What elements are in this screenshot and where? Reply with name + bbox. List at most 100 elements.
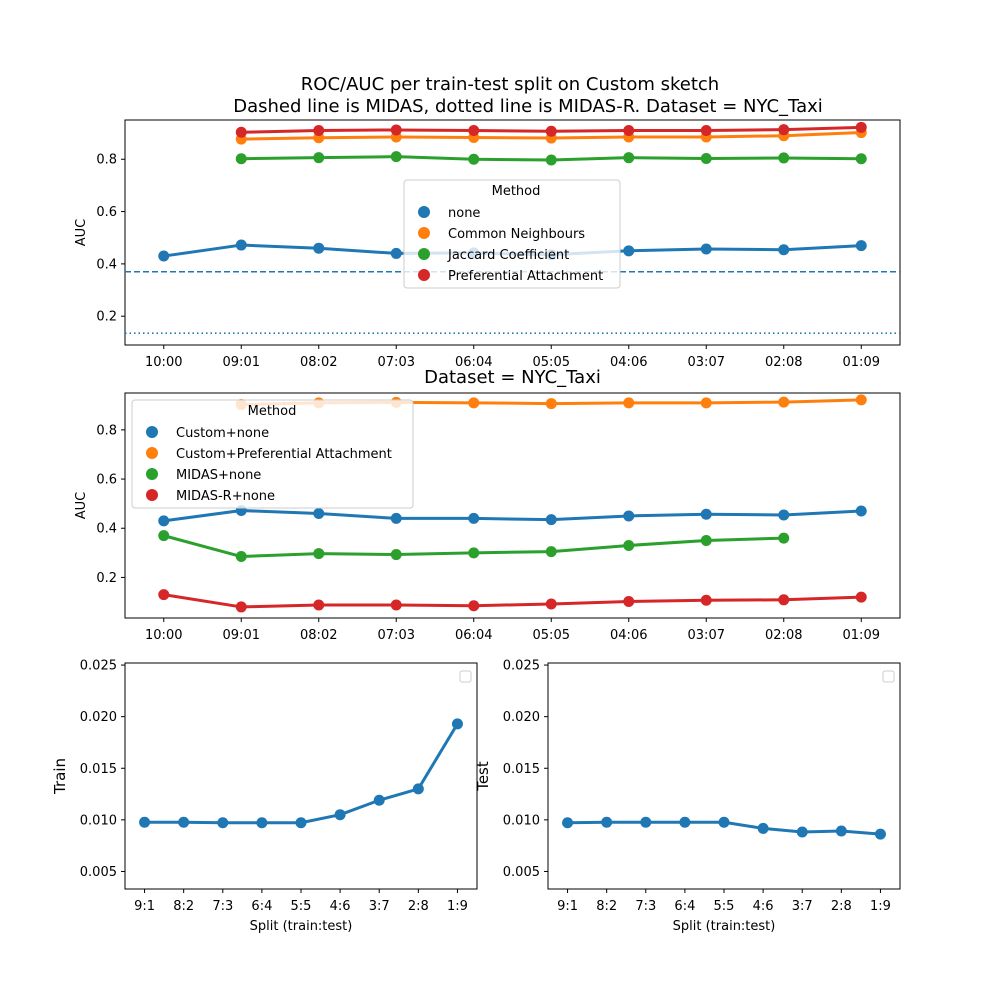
axes-frame xyxy=(124,119,901,346)
y-tick-label: 0.020 xyxy=(503,710,540,725)
legend-label: none xyxy=(448,206,480,221)
data-point xyxy=(796,826,808,838)
data-point xyxy=(700,152,712,164)
x-tick-label: 01:09 xyxy=(843,628,880,643)
y-tick-label: 0.6 xyxy=(96,473,117,488)
legend-label: Custom+Preferential Attachment xyxy=(176,447,392,462)
x-tick-label: 06:04 xyxy=(455,355,492,370)
data-point xyxy=(158,589,170,601)
data-point xyxy=(256,817,268,829)
axes-frame xyxy=(124,392,901,619)
y-tick-label: 0.015 xyxy=(80,762,117,777)
data-point xyxy=(158,250,170,262)
y-axis-label: Train xyxy=(51,758,69,795)
data-point xyxy=(562,817,574,829)
x-tick-label: 08:02 xyxy=(300,355,337,370)
series-line xyxy=(163,509,862,523)
x-tick-label: 03:07 xyxy=(688,628,725,643)
x-tick-label: 6:4 xyxy=(674,899,695,914)
chart-panel-3: 0.005 0.010 0.015 0.020 0.025 9:1 8:2 7:3 6:4 5:5… xyxy=(51,659,478,934)
legend-marker xyxy=(418,248,430,260)
x-tick-label: 8:2 xyxy=(596,899,617,914)
data-point xyxy=(778,152,790,164)
data-point xyxy=(390,247,402,259)
x-tick-label: 7:3 xyxy=(212,899,233,914)
data-point xyxy=(468,547,480,559)
legend-marker xyxy=(146,468,158,480)
legend-marker xyxy=(418,269,430,281)
data-point xyxy=(700,508,712,520)
y-tick-label: 0.005 xyxy=(503,865,540,880)
legend-marker xyxy=(146,426,158,438)
y-tick-label: 0.4 xyxy=(96,522,117,537)
x-tick-label: 05:05 xyxy=(533,628,570,643)
legend-label: Jaccard Coefficient xyxy=(447,248,569,263)
legend-label: Preferential Attachment xyxy=(448,269,603,284)
data-point xyxy=(390,512,402,524)
data-point xyxy=(313,152,325,164)
data-point xyxy=(700,535,712,547)
chart-panel-2: Dataset = NYC_Taxi 0.2 0.4 0.6 0.8 10:00 09:01… xyxy=(74,367,901,643)
x-axis-label: Split (train:test) xyxy=(250,919,353,934)
data-point xyxy=(451,718,463,730)
data-point xyxy=(679,816,691,828)
data-point xyxy=(235,153,247,165)
x-tick-label: 2:8 xyxy=(408,899,429,914)
data-point xyxy=(412,783,424,795)
x-tick-label: 5:5 xyxy=(714,899,735,914)
data-point xyxy=(757,822,769,834)
x-tick-label: 3:7 xyxy=(369,899,390,914)
data-point xyxy=(623,124,635,136)
legend: Method Custom+none Custom+Preferential Att… xyxy=(131,399,414,509)
x-tick-label: 07:03 xyxy=(378,628,415,643)
data-point xyxy=(235,126,247,138)
x-tick-label: 7:3 xyxy=(635,899,656,914)
legend-marker xyxy=(146,447,158,459)
y-tick-label: 0.010 xyxy=(503,813,540,828)
data-point xyxy=(373,794,385,806)
data-point xyxy=(855,394,867,406)
chart-panel-4: 0.005 0.010 0.015 0.020 0.025 9:1 8:2 7:3 6:4 5:5… xyxy=(474,659,901,934)
x-tick-label: 3:7 xyxy=(792,899,813,914)
y-tick-label: 0.025 xyxy=(503,659,540,674)
data-point xyxy=(778,124,790,136)
data-point xyxy=(700,397,712,409)
data-point xyxy=(545,598,557,610)
data-point xyxy=(700,124,712,136)
x-tick-label: 8:2 xyxy=(173,899,194,914)
empty-legend-box xyxy=(459,670,472,683)
data-point xyxy=(158,515,170,527)
y-tick-label: 0.2 xyxy=(96,310,117,325)
data-point xyxy=(235,239,247,251)
y-tick-label: 0.010 xyxy=(80,813,117,828)
data-point xyxy=(601,816,613,828)
data-point xyxy=(545,154,557,166)
x-tick-label: 08:02 xyxy=(300,628,337,643)
y-tick-label: 0.2 xyxy=(96,571,117,586)
x-tick-label: 5:5 xyxy=(291,899,312,914)
data-point xyxy=(468,153,480,165)
data-point xyxy=(778,532,790,544)
data-point xyxy=(545,398,557,410)
data-point xyxy=(623,152,635,164)
legend-marker xyxy=(146,489,158,501)
data-point xyxy=(468,512,480,524)
data-point xyxy=(217,817,229,829)
legend-label: MIDAS+none xyxy=(176,468,261,483)
data-point xyxy=(623,539,635,551)
x-tick-label: 9:1 xyxy=(134,899,155,914)
data-point xyxy=(623,596,635,608)
legend-marker xyxy=(418,206,430,218)
data-point xyxy=(855,240,867,252)
data-point xyxy=(874,828,886,840)
x-tick-label: 10:00 xyxy=(145,355,182,370)
data-point xyxy=(545,125,557,137)
legend-box xyxy=(403,179,621,289)
x-tick-label: 6:4 xyxy=(251,899,272,914)
x-tick-label: 2:8 xyxy=(831,899,852,914)
data-point xyxy=(778,509,790,521)
chart-panel-1: 0.2 0.4 0.6 0.8 10:00 09:01 08:02 07:03 06:04 05:… xyxy=(74,119,901,370)
data-point xyxy=(700,594,712,606)
data-point xyxy=(623,245,635,257)
